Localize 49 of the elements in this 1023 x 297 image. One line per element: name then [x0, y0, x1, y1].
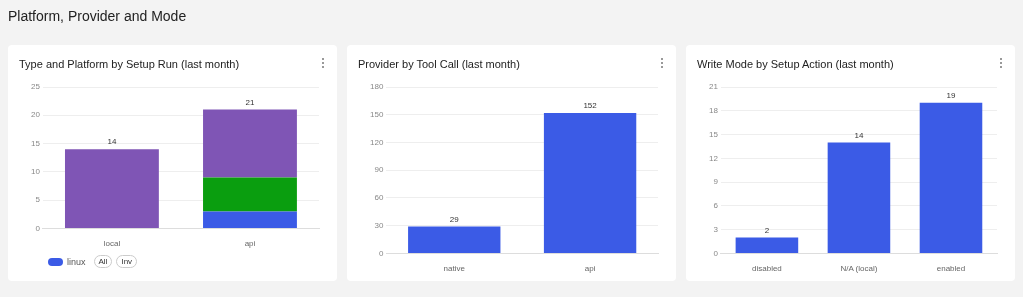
x-tick-label: native — [443, 264, 466, 274]
total-label: 14 — [107, 137, 117, 147]
y-tick-label: 20 — [30, 110, 41, 120]
y-tick-label: 21 — [708, 82, 719, 92]
y-tick-label: 9 — [713, 177, 719, 187]
y-tick-label: 12 — [708, 153, 719, 163]
data-label: 29 — [449, 214, 460, 224]
y-tick-label: 3 — [713, 224, 719, 234]
text: All — [93, 255, 113, 268]
data-label: 152 — [583, 101, 598, 111]
y-tick-label: 0 — [713, 248, 719, 258]
bar — [203, 109, 297, 178]
y-tick-label: 15 — [30, 138, 41, 148]
bar — [64, 149, 159, 228]
x-tick-label: disabled — [752, 264, 782, 274]
x-tick-label: api — [244, 239, 256, 249]
x-tick-label: local — [103, 239, 121, 249]
x-tick-label: N/A (local) — [840, 264, 878, 274]
data-label: 19 — [946, 91, 956, 101]
y-tick-label: 30 — [374, 220, 384, 230]
chart-title: Type and Platform by Setup Run (last month) — [19, 58, 240, 70]
data-label: 14 — [854, 130, 864, 140]
data-label: 2 — [764, 225, 770, 235]
y-tick-label: 60 — [374, 193, 384, 203]
x-tick-label: api — [584, 264, 596, 274]
y-tick-label: 180 — [369, 82, 384, 92]
legend-label: linux — [67, 256, 86, 267]
y-tick-label: 18 — [708, 105, 719, 115]
chart-title: Provider by Tool Call (last month) — [358, 58, 520, 70]
y-tick-label: 6 — [713, 201, 719, 211]
y-tick-label: 150 — [369, 109, 384, 119]
bar — [827, 142, 891, 253]
bar — [203, 177, 297, 212]
y-tick-label: 0 — [35, 223, 41, 233]
y-tick-label: 90 — [374, 165, 384, 175]
text: Platform, Provider and Mode — [8, 8, 187, 24]
y-tick-label: 15 — [708, 129, 719, 139]
y-tick-label: 10 — [30, 167, 41, 177]
chart-title: Write Mode by Setup Action (last month) — [697, 58, 894, 70]
bar — [203, 211, 297, 228]
y-tick-label: 0 — [378, 248, 384, 258]
y-tick-label: 120 — [369, 137, 384, 147]
y-tick-label: 5 — [35, 195, 41, 205]
total-label: 21 — [245, 97, 255, 107]
y-tick-label: 25 — [30, 82, 41, 92]
x-tick-label: enabled — [936, 264, 966, 274]
bar — [735, 237, 799, 253]
text: Inv — [116, 255, 138, 268]
bar — [919, 102, 983, 253]
